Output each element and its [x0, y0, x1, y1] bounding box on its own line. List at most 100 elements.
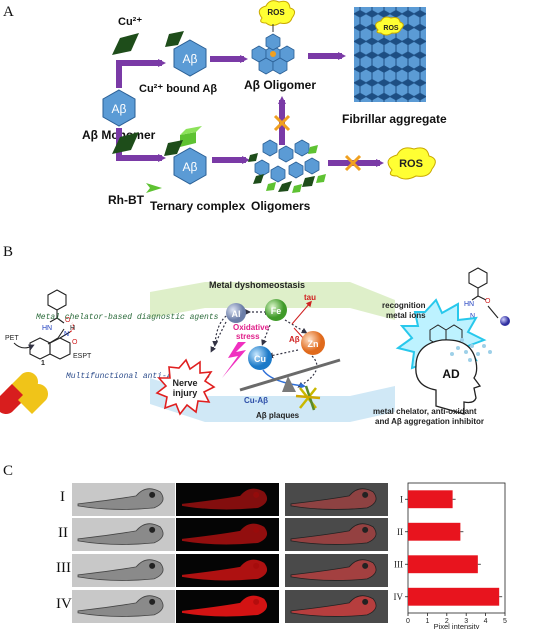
tau-label: tau: [304, 293, 316, 302]
plaques-label: Aβ plaques: [256, 411, 300, 420]
lightning-icon: [222, 342, 246, 378]
dyshomeostasis-label: Metal dyshomeostasis: [209, 280, 305, 290]
nerve-injury-burst: Nerve injury: [155, 358, 216, 416]
fibrillar-label: Fibrillar aggregate: [342, 112, 447, 126]
cross-horizontal-icon: [344, 154, 362, 172]
bar-III: [408, 555, 478, 574]
bar-II: [408, 522, 461, 541]
ternary-complex: Aβ: [164, 126, 207, 185]
y-tick-label-III: III: [394, 559, 403, 569]
al-atom: Al: [226, 303, 246, 323]
fe-label: Fe: [271, 306, 282, 316]
cu-bound-label: Cu²⁺ bound Aβ: [139, 83, 217, 95]
row-label-iv: IV: [56, 596, 72, 612]
cu-ion-shape-lower: [112, 132, 139, 154]
multifunctional-label: Multifunctional anti-AD agents: [66, 372, 210, 381]
fibrillar-aggregate: ROS: [354, 7, 426, 102]
metal-network: [210, 300, 318, 389]
monomer-hexagon: Aβ: [102, 89, 136, 127]
panel-a: A Aβ Aβ Monomer Cu²⁺ Aβ Cu²⁺ bound Aβ: [3, 0, 447, 213]
x-tick-label-0: 0: [406, 618, 410, 625]
y-tick-label-II: II: [397, 527, 403, 537]
ternary-hex-label: Aβ: [183, 160, 198, 174]
nerve-label-1: Nerve: [172, 378, 197, 388]
x-tick-label-5: 5: [503, 618, 507, 625]
x-tick-label-4: 4: [484, 618, 488, 625]
micrograph-merge-row-1: [285, 483, 388, 516]
head-silhouette-icon: AD: [415, 339, 482, 415]
oligomers-label: Oligomers: [251, 199, 311, 213]
oxidative-label-2: stress: [236, 332, 260, 341]
panel-b: B Metal dyshomeostasis O HN N H O 1 PET …: [0, 244, 510, 426]
ros-right-cloud: ROS: [387, 147, 436, 180]
bar-IV: [408, 587, 500, 606]
cu-atom: Cu: [248, 346, 272, 370]
struct-o-label: O: [65, 317, 71, 324]
struct-hn-label: HN: [42, 325, 52, 332]
cu-ion-label: Cu²⁺: [118, 16, 142, 28]
micrograph-brightfield-row-3: [72, 554, 175, 587]
panel-label-c: C: [3, 463, 13, 479]
blue-band: [150, 378, 395, 422]
complex-structure: [468, 267, 499, 319]
struct-o2-label: O: [72, 339, 78, 346]
micrograph-merge-row-2: [285, 518, 388, 551]
balance-fulcrum: [282, 376, 296, 392]
monomer-hex-label: Aβ: [112, 102, 127, 116]
micrograph-merge-row-4: [285, 590, 388, 623]
x-tick-label-2: 2: [445, 618, 449, 625]
ros-top-label: ROS: [267, 8, 285, 17]
cu-abeta-label: Cu-Aβ: [244, 396, 268, 405]
y-tick-label-I: I: [400, 494, 403, 504]
pet-arrow: [13, 342, 35, 351]
abeta-oligomer-cluster: [251, 33, 295, 75]
x-axis-label: Pixel intensity: [434, 622, 480, 629]
arrow-monomer-to-ternary: [116, 128, 166, 162]
micrograph-fluorescence-row-1: [176, 483, 279, 516]
ad-label: AD: [442, 367, 460, 381]
zn-atom: Zn: [301, 331, 325, 355]
recognition-label-1: recognition: [382, 301, 426, 310]
micrograph-brightfield-row-2: [72, 518, 175, 551]
row-label-iii: III: [56, 560, 71, 576]
cu-bound-hex-label: Aβ: [183, 52, 198, 66]
espt-label: ESPT: [73, 353, 92, 360]
micrograph-brightfield-row-4: [72, 590, 175, 623]
pill-capsule-icon: [0, 372, 49, 414]
fe-atom: Fe: [265, 299, 287, 321]
abeta-label: Aβ: [289, 335, 300, 344]
cross-vertical-icon: [273, 114, 291, 132]
nerve-label-2: injury: [173, 388, 198, 398]
row-label-i: I: [60, 489, 65, 505]
micrograph-fluorescence-row-3: [176, 554, 279, 587]
metal-ion-ball: [500, 316, 510, 326]
chelator-diag-label: Metal chelator-based diagnostic agents: [36, 313, 219, 322]
compound-1-structure: [29, 289, 75, 360]
cu-ion-shape: [112, 33, 139, 55]
panel-label-b: B: [3, 244, 13, 260]
cu-bound-hexagon: Aβ: [165, 31, 207, 77]
therapy-label-1: metal chelator, anti-oxidant: [373, 407, 477, 416]
balance-beam: [239, 358, 341, 392]
rhbt-label: Rh-BT: [108, 193, 145, 207]
arrow-monomer-to-cu-bound: [116, 59, 166, 88]
micrograph-fluorescence-row-2: [176, 518, 279, 551]
struct-o3-label: O: [485, 298, 491, 305]
micrograph-grid: [72, 483, 388, 623]
struct-hn2-label: HN: [464, 301, 474, 308]
ros-top-cloud: ROS: [258, 0, 296, 26]
struct-n-label: N: [64, 331, 69, 338]
micrograph-merge-row-3: [285, 554, 388, 587]
micrograph-fluorescence-row-4: [176, 590, 279, 623]
al-label: Al: [232, 309, 241, 319]
oligomers-cluster: [248, 139, 326, 193]
ternary-label: Ternary complex: [150, 199, 245, 213]
rhbt-chevron-icon: [146, 183, 162, 193]
ros-fibril-label: ROS: [383, 25, 399, 32]
x-tick-label-1: 1: [425, 618, 429, 625]
oxidative-label-1: Oxidative: [233, 323, 270, 332]
row-label-ii: II: [58, 525, 68, 541]
